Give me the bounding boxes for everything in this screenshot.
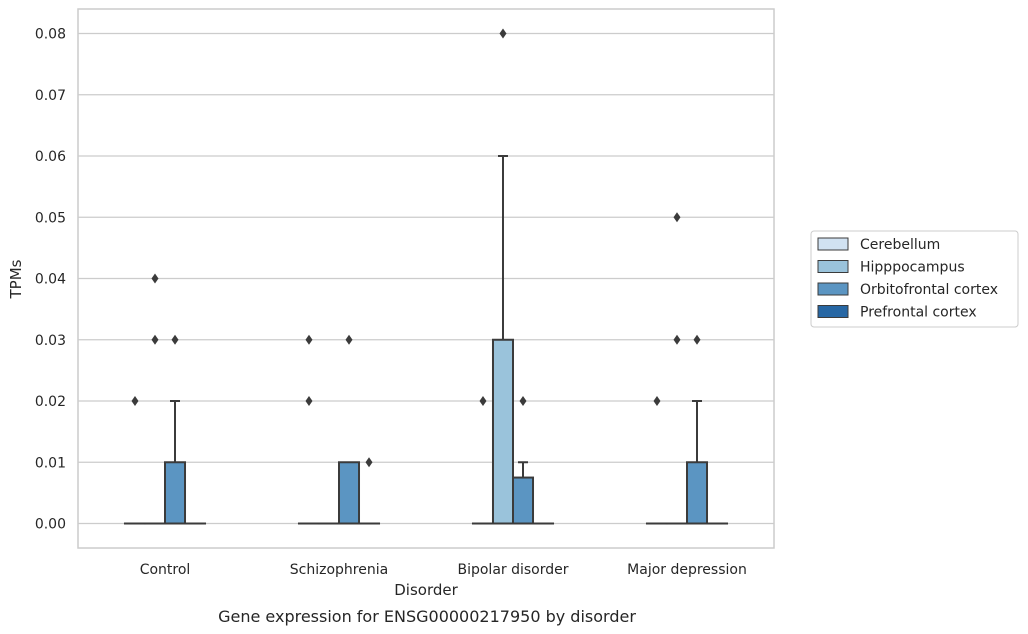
box	[164, 461, 187, 525]
outlier-point	[653, 396, 661, 406]
box	[686, 461, 709, 525]
box-group	[491, 28, 514, 525]
plot-area-frame	[77, 8, 775, 549]
outlier-point	[151, 334, 159, 345]
outlier-point	[305, 334, 313, 345]
legend-swatch	[817, 305, 849, 318]
legend-swatch	[817, 260, 849, 273]
box	[512, 476, 535, 525]
box-group	[512, 396, 535, 525]
outlier-point	[305, 396, 313, 406]
legend-label: Prefrontal cortex	[860, 305, 977, 321]
y-tick-label: 0.08	[35, 27, 66, 43]
outlier-point	[673, 212, 681, 223]
y-tick-labels: 0.00 0.01 0.02 0.03 0.04 0.05 0.06 0.07 0.08	[35, 27, 66, 533]
x-tick-labels: Control Schizophrenia Bipolar disorder Majo…	[140, 562, 747, 578]
outlier-point	[345, 334, 353, 345]
legend-swatch	[817, 282, 849, 296]
box	[338, 461, 361, 525]
y-tick-label: 0.07	[35, 88, 66, 104]
box-group	[686, 334, 709, 525]
y-tick-label: 0.05	[35, 210, 66, 226]
legend-swatch	[817, 237, 849, 251]
box-group	[338, 334, 361, 525]
outlier-point	[365, 457, 373, 468]
legend: Cerebellum Hipppocampus Orbitofrontal cort…	[810, 230, 1019, 328]
box-group	[665, 212, 688, 525]
outlier-point	[519, 396, 527, 406]
x-axis-title: Disorder	[394, 581, 458, 599]
x-tick-label: Major depression	[627, 562, 747, 578]
box-group	[164, 334, 187, 525]
y-tick-label: 0.04	[35, 272, 66, 288]
figure-caption: Gene expression for ENSG00000217950 by d…	[218, 607, 636, 626]
x-tick-label: Schizophrenia	[290, 562, 388, 578]
legend-label: Cerebellum	[860, 237, 940, 253]
outlier-point	[499, 28, 507, 39]
outlier-point	[693, 334, 701, 345]
x-tick-label: Bipolar disorder	[457, 562, 568, 578]
outlier-point	[171, 334, 179, 345]
outlier-point	[479, 396, 487, 406]
legend-label: Hipppocampus	[860, 260, 965, 276]
y-tick-label: 0.01	[35, 455, 66, 471]
x-tick-label: Control	[140, 562, 191, 578]
outlier-point	[131, 396, 139, 406]
box	[491, 338, 514, 525]
outlier-point	[151, 273, 159, 284]
y-tick-label: 0.03	[35, 333, 66, 349]
legend-label: Orbitofrontal cortex	[860, 282, 998, 298]
boxes	[123, 28, 729, 525]
legend-frame	[810, 230, 1019, 328]
y-tick-label: 0.02	[35, 394, 66, 410]
box-group	[143, 273, 167, 525]
y-tick-label: 0.00	[35, 517, 66, 533]
y-tick-label: 0.06	[35, 149, 66, 165]
y-axis-title: TPMs	[7, 259, 25, 299]
outlier-point	[673, 334, 681, 345]
box-group	[358, 457, 381, 525]
